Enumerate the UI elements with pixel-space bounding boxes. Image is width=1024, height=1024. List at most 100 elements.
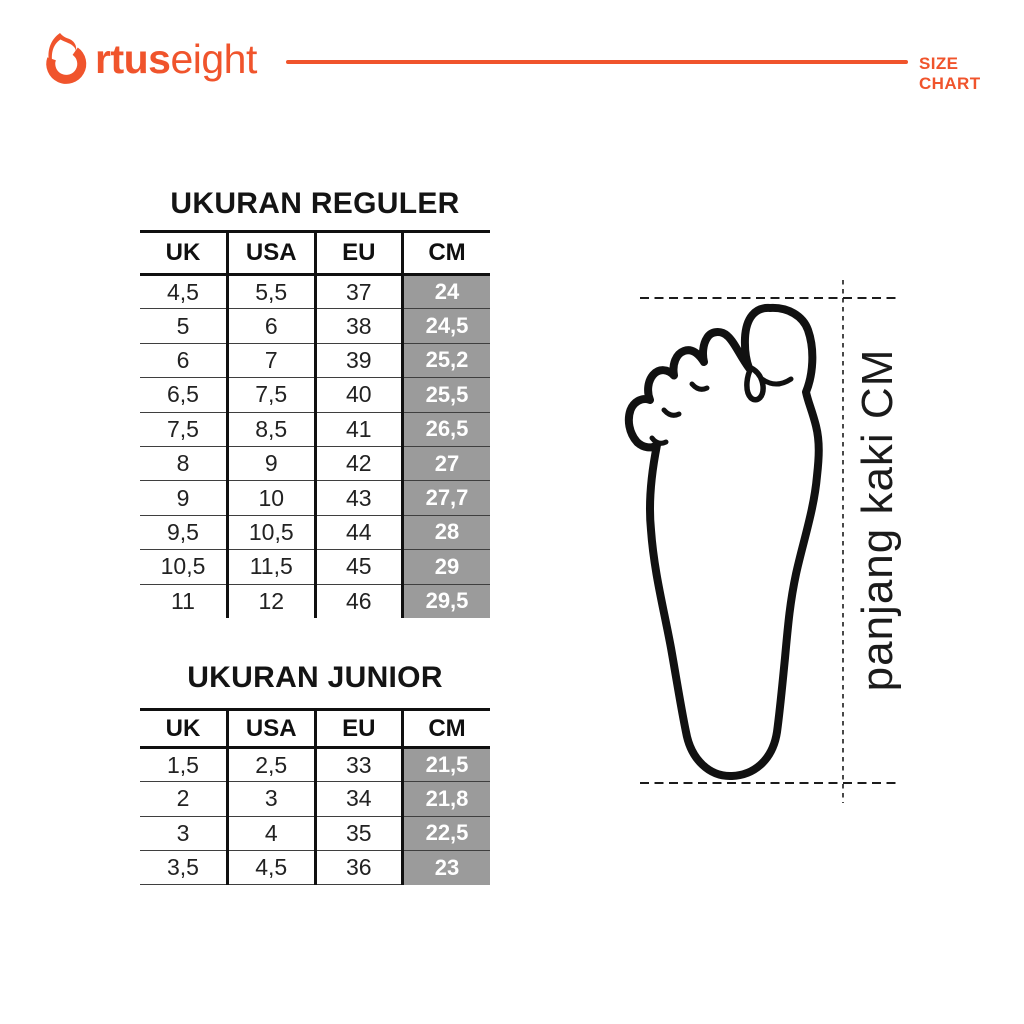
cell-uk: 3 bbox=[140, 816, 229, 851]
table-row: 6 7 39 25,2 bbox=[140, 343, 490, 379]
table-row: 9 10 43 27,7 bbox=[140, 480, 490, 516]
table-row: 8 9 42 27 bbox=[140, 446, 490, 482]
cell-usa: 6 bbox=[227, 308, 317, 344]
table-header-row: UK USA EU CM bbox=[140, 231, 490, 276]
cell-cm: 27,7 bbox=[402, 480, 490, 516]
brand-wordmark: rtuseight bbox=[95, 33, 257, 85]
cell-cm: 23 bbox=[402, 850, 490, 885]
size-chart-label: SIZE CHART bbox=[919, 54, 981, 93]
cell-uk: 3,5 bbox=[140, 850, 229, 886]
cell-uk: 5 bbox=[140, 308, 229, 344]
cell-usa: 4 bbox=[227, 816, 317, 851]
cell-uk: 10,5 bbox=[140, 549, 229, 585]
table-row: 9,5 10,5 44 28 bbox=[140, 515, 490, 551]
cell-eu: 41 bbox=[315, 412, 404, 447]
cell-eu: 38 bbox=[315, 308, 404, 344]
cell-eu: 39 bbox=[315, 343, 404, 379]
toe-web-teardrop bbox=[744, 365, 766, 403]
cell-uk: 4,5 bbox=[140, 274, 229, 310]
cell-cm: 22,5 bbox=[402, 816, 490, 851]
column-header-usa: USA bbox=[227, 709, 317, 749]
column-header-uk: UK bbox=[140, 709, 229, 749]
cell-usa: 10,5 bbox=[227, 515, 317, 551]
column-header-cm: CM bbox=[402, 231, 490, 276]
table-row: 10,5 11,5 45 29 bbox=[140, 549, 490, 585]
cell-usa: 5,5 bbox=[227, 274, 317, 310]
cell-cm: 27 bbox=[402, 446, 490, 482]
table-row: 2 3 34 21,8 bbox=[140, 781, 490, 817]
cell-eu: 45 bbox=[315, 549, 404, 585]
brand-wordmark-bold: rtus bbox=[95, 36, 171, 82]
cell-cm: 24,5 bbox=[402, 308, 490, 344]
table-row: 3,5 4,5 36 23 bbox=[140, 850, 490, 886]
cell-cm: 29 bbox=[402, 549, 490, 585]
cell-usa: 4,5 bbox=[227, 850, 317, 886]
cell-uk: 2 bbox=[140, 781, 229, 817]
table-row: 4,5 5,5 37 24 bbox=[140, 274, 490, 310]
cell-cm: 25,2 bbox=[402, 343, 490, 379]
cell-eu: 33 bbox=[315, 747, 404, 783]
table-row: 3 4 35 22,5 bbox=[140, 816, 490, 851]
column-header-usa: USA bbox=[227, 231, 317, 276]
cell-usa: 9 bbox=[227, 446, 317, 482]
cell-eu: 35 bbox=[315, 816, 404, 851]
cell-eu: 44 bbox=[315, 515, 404, 551]
table-row: 11 12 46 29,5 bbox=[140, 584, 490, 619]
cell-eu: 46 bbox=[315, 584, 404, 619]
cell-usa: 3 bbox=[227, 781, 317, 817]
junior-size-title: UKURAN JUNIOR bbox=[187, 661, 443, 694]
toe-crease bbox=[689, 381, 710, 392]
foot-length-label: panjang kaki CM bbox=[853, 349, 902, 692]
cell-usa: 8,5 bbox=[227, 412, 317, 447]
cell-cm: 25,5 bbox=[402, 377, 490, 413]
cell-cm: 29,5 bbox=[402, 584, 490, 619]
junior-size-table: UK USA EU CM 1,5 2,5 33 21,5 2 3 34 21,8… bbox=[140, 708, 490, 886]
cell-uk: 9 bbox=[140, 480, 229, 516]
regular-size-title: UKURAN REGULER bbox=[170, 187, 460, 220]
cell-cm: 21,8 bbox=[402, 781, 490, 817]
cell-usa: 7,5 bbox=[227, 377, 317, 413]
cell-cm: 26,5 bbox=[402, 412, 490, 447]
foot-outline-drawing bbox=[624, 303, 823, 780]
cell-eu: 37 bbox=[315, 274, 404, 310]
cell-uk: 1,5 bbox=[140, 747, 229, 783]
table-row: 7,5 8,5 41 26,5 bbox=[140, 412, 490, 447]
cell-eu: 43 bbox=[315, 480, 404, 516]
cell-usa: 12 bbox=[227, 584, 317, 619]
table-row: 5 6 38 24,5 bbox=[140, 308, 490, 344]
foot-measurement-diagram: panjang kaki CM bbox=[600, 280, 1000, 840]
cell-eu: 36 bbox=[315, 850, 404, 886]
table-row: 6,5 7,5 40 25,5 bbox=[140, 377, 490, 413]
header-divider-line bbox=[286, 60, 908, 64]
cell-eu: 42 bbox=[315, 446, 404, 482]
cell-cm: 21,5 bbox=[402, 747, 490, 783]
toe-crease bbox=[661, 407, 682, 418]
cell-uk: 6 bbox=[140, 343, 229, 379]
regular-size-table: UK USA EU CM 4,5 5,5 37 24 5 6 38 24,5 6… bbox=[140, 230, 490, 619]
cell-uk: 8 bbox=[140, 446, 229, 482]
cell-eu: 40 bbox=[315, 377, 404, 413]
cell-uk: 7,5 bbox=[140, 412, 229, 447]
column-header-cm: CM bbox=[402, 709, 490, 749]
cell-cm: 28 bbox=[402, 515, 490, 551]
ortuseight-flame-o-icon bbox=[44, 33, 92, 92]
table-header-row: UK USA EU CM bbox=[140, 709, 490, 749]
brand-logo: rtuseight bbox=[44, 33, 257, 92]
cell-usa: 7 bbox=[227, 343, 317, 379]
column-header-eu: EU bbox=[315, 231, 404, 276]
brand-wordmark-light: eight bbox=[170, 36, 257, 82]
cell-cm: 24 bbox=[402, 274, 490, 310]
column-header-uk: UK bbox=[140, 231, 229, 276]
cell-uk: 9,5 bbox=[140, 515, 229, 551]
cell-eu: 34 bbox=[315, 781, 404, 817]
table-row: 1,5 2,5 33 21,5 bbox=[140, 747, 490, 783]
cell-usa: 11,5 bbox=[227, 549, 317, 585]
big-toe-crease bbox=[759, 376, 794, 387]
cell-usa: 10 bbox=[227, 480, 317, 516]
cell-usa: 2,5 bbox=[227, 747, 317, 783]
cell-uk: 11 bbox=[140, 584, 229, 619]
toe-crease bbox=[649, 435, 669, 446]
cell-uk: 6,5 bbox=[140, 377, 229, 413]
column-header-eu: EU bbox=[315, 709, 404, 749]
